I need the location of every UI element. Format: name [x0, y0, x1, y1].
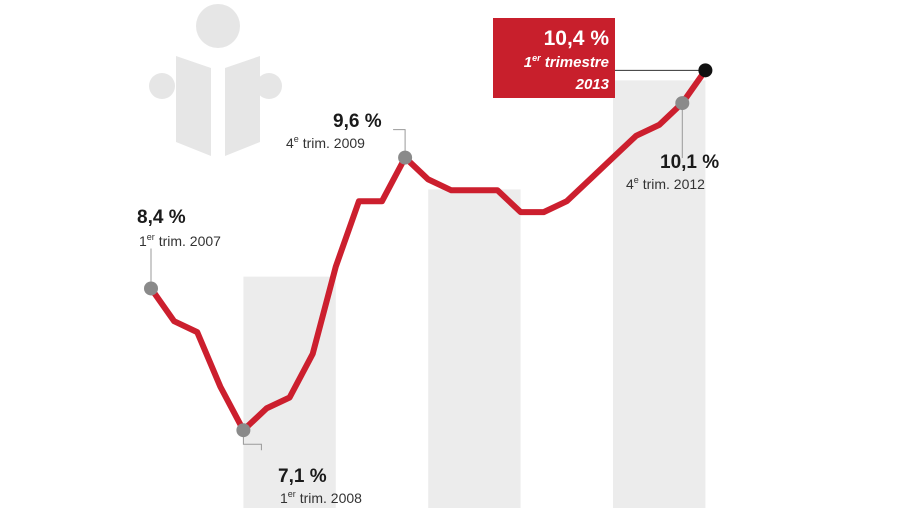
annotation-period-2007: 1er trim. 2007	[139, 232, 221, 249]
annotation-period-2008: 1er trim. 2008	[280, 489, 362, 506]
annotation-period-2012: 4e trim. 2012	[626, 175, 705, 192]
annotation-value-2007: 8,4 %	[137, 207, 186, 228]
callout-value: 10,4 %	[544, 27, 610, 50]
callout-year: 2013	[575, 76, 610, 93]
annotation-2008: 7,1 % 1er trim. 2008	[278, 466, 362, 506]
annotated-data-point	[398, 150, 413, 165]
annotated-data-point	[236, 423, 251, 438]
annotation-2007: 8,4 % 1er trim. 2007	[137, 207, 221, 249]
annotation-leaders	[150, 103, 683, 451]
latest-value-callout: 10,4 % 1er trimestre 2013	[493, 18, 713, 98]
annotation-value-2012: 10,1 %	[660, 152, 719, 173]
leader-line	[393, 129, 406, 158]
annotation-value-2009: 9,6 %	[333, 111, 382, 132]
annotation-2012: 10,1 % 4e trim. 2012	[626, 152, 719, 192]
callout-period: 1er trimestre	[524, 53, 609, 71]
reader-with-newspaper-icon	[149, 4, 282, 156]
latest-data-point	[698, 63, 713, 78]
shaded-band-2	[428, 189, 521, 508]
annotated-data-point	[144, 281, 158, 296]
annotation-period-2009: 4e trim. 2009	[286, 134, 365, 151]
annotated-data-point	[675, 96, 690, 111]
data-points	[144, 96, 690, 438]
annotation-2009: 9,6 % 4e trim. 2009	[286, 111, 382, 151]
annotation-value-2008: 7,1 %	[278, 466, 327, 487]
shaded-band-3	[613, 80, 706, 508]
